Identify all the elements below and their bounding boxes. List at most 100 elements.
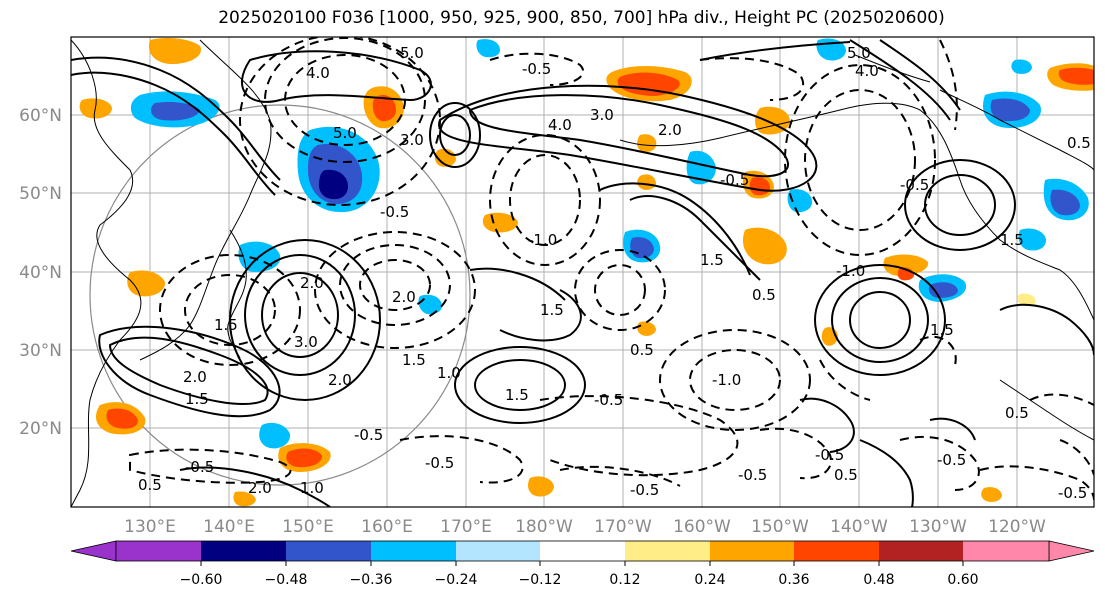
colorbar-extend-low	[70, 540, 117, 562]
lon-label: 130°E	[124, 517, 176, 537]
contour-label: -0.5	[630, 481, 659, 499]
colorbar-frame	[115, 540, 1050, 562]
contour-label: 1.5	[540, 301, 564, 319]
contour-label: -0.5	[815, 446, 844, 464]
contour-label: -0.5	[354, 426, 383, 444]
contour-label: -0.5	[380, 203, 409, 221]
lon-label: 160°W	[673, 517, 731, 537]
colorbar-cell	[116, 541, 201, 561]
contour-label: 4.0	[306, 64, 330, 82]
colorbar-cell	[371, 541, 456, 561]
contour-label: 1.5	[402, 351, 426, 369]
contour-label: 2.0	[183, 368, 207, 386]
lat-label: 40°N	[19, 263, 62, 283]
colorbar-tick-label: −0.12	[519, 572, 562, 588]
contour-label: -0.5	[1058, 484, 1087, 502]
colorbar-tick-label: 0.12	[609, 572, 640, 588]
contour-label: 2.0	[392, 288, 416, 306]
colorbar-tick-label: −0.48	[265, 572, 308, 588]
coastlines	[71, 39, 1094, 507]
contour-label: 3.0	[294, 333, 318, 351]
contour-label: -0.5	[522, 60, 551, 78]
contour-label: 1.5	[930, 321, 954, 339]
chart-title: 2025020100 F036 [1000, 950, 925, 900, 85…	[218, 8, 945, 28]
colorbar-tick-label: 0.60	[947, 572, 978, 588]
colorbar-cell	[794, 541, 879, 561]
contour-label: 4.0	[548, 116, 572, 134]
reference-circle	[89, 104, 471, 486]
contour-label: -0.5	[425, 454, 454, 472]
contour-label: 1.5	[700, 251, 724, 269]
contour-label: 0.5	[834, 466, 858, 484]
contour-label: -0.5	[738, 466, 767, 484]
colorbar-tick-label: −0.36	[350, 572, 393, 588]
colorbar-tick-label: −0.60	[180, 572, 223, 588]
contours-positive	[71, 39, 1094, 507]
lon-label: 170°E	[440, 517, 492, 537]
contour-label: 0.5	[138, 476, 162, 494]
contour-label: 1.5	[185, 390, 209, 408]
contour-label: 2.0	[658, 121, 682, 139]
colorbar-cell	[879, 541, 963, 561]
contour-label: 5.0	[400, 44, 424, 62]
contour-label: 3.0	[400, 131, 424, 149]
lon-label: 170°W	[594, 517, 652, 537]
contour-label: -0.5	[937, 451, 966, 469]
lat-label: 60°N	[19, 106, 62, 126]
longitude-labels: 130°E 140°E 150°E 160°E 170°E 180°W 170°…	[124, 517, 1046, 537]
contour-label: 2.0	[328, 371, 352, 389]
contour-label: -0.5	[900, 176, 929, 194]
lat-label: 50°N	[19, 184, 62, 204]
colorbar-cell	[710, 541, 794, 561]
contour-label: 1.0	[437, 364, 461, 382]
colorbar-cell	[625, 541, 710, 561]
lat-label: 30°N	[19, 341, 62, 361]
contour-label: 3.0	[590, 106, 614, 124]
lon-label: 150°E	[282, 517, 334, 537]
colorbar-tick-label: −0.24	[435, 572, 478, 588]
contour-label: 1.5	[214, 316, 238, 334]
colorbar-extend-high	[1048, 540, 1095, 562]
map-frame	[70, 36, 1095, 508]
colorbar-tick-label: 0.36	[778, 572, 809, 588]
contour-label: -1.0	[528, 231, 557, 249]
lon-label: 180°W	[515, 517, 573, 537]
contour-label: 0.5	[630, 341, 654, 359]
colorbar-cell	[201, 541, 286, 561]
colorbar-tick-label: 0.48	[863, 572, 894, 588]
contour-label: -0.5	[720, 171, 749, 189]
colorbar-tick-label: 0.24	[694, 572, 725, 588]
contour-label: 5.0	[333, 124, 357, 142]
divergence-shading	[79, 38, 1094, 507]
contour-label: -1.0	[836, 262, 865, 280]
contour-label: 0.5	[1067, 134, 1091, 152]
colorbar-cell	[540, 541, 625, 561]
contour-label: 1.0	[300, 479, 324, 497]
contour-label: 0.5	[1005, 404, 1029, 422]
contour-label: -1.0	[712, 371, 741, 389]
lon-label: 130°W	[909, 517, 967, 537]
colorbar: −0.60 −0.48 −0.36 −0.24 −0.12 0.12 0.24 0.36 0.4…	[70, 540, 1095, 588]
contour-label: 1.5	[505, 386, 529, 404]
colorbar-cell	[286, 541, 371, 561]
lon-label: 150°W	[751, 517, 809, 537]
contour-label: 2.0	[248, 479, 272, 497]
contour-label: 4.0	[855, 62, 879, 80]
contours-negative	[129, 37, 1094, 501]
contour-label: 0.5	[752, 286, 776, 304]
lon-label: 160°E	[361, 517, 413, 537]
colorbar-cell	[963, 541, 1049, 561]
lon-label: 120°W	[988, 517, 1046, 537]
lon-label: 140°W	[830, 517, 888, 537]
contour-label: 1.5	[1000, 231, 1024, 249]
latitude-labels: 60°N 50°N 40°N 30°N 20°N	[19, 106, 62, 439]
colorbar-cell	[456, 541, 540, 561]
lon-label: 140°E	[203, 517, 255, 537]
contour-label: -0.5	[185, 458, 214, 476]
lat-label: 20°N	[19, 419, 62, 439]
contour-label: -0.5	[594, 391, 623, 409]
contour-labels: 5.0 4.0 5.0 4.0 2.0 5.0 4.0 -0.5 -0.5 -1…	[138, 44, 1091, 502]
contour-label: 2.0	[300, 274, 324, 292]
contour-label: 5.0	[847, 44, 871, 62]
